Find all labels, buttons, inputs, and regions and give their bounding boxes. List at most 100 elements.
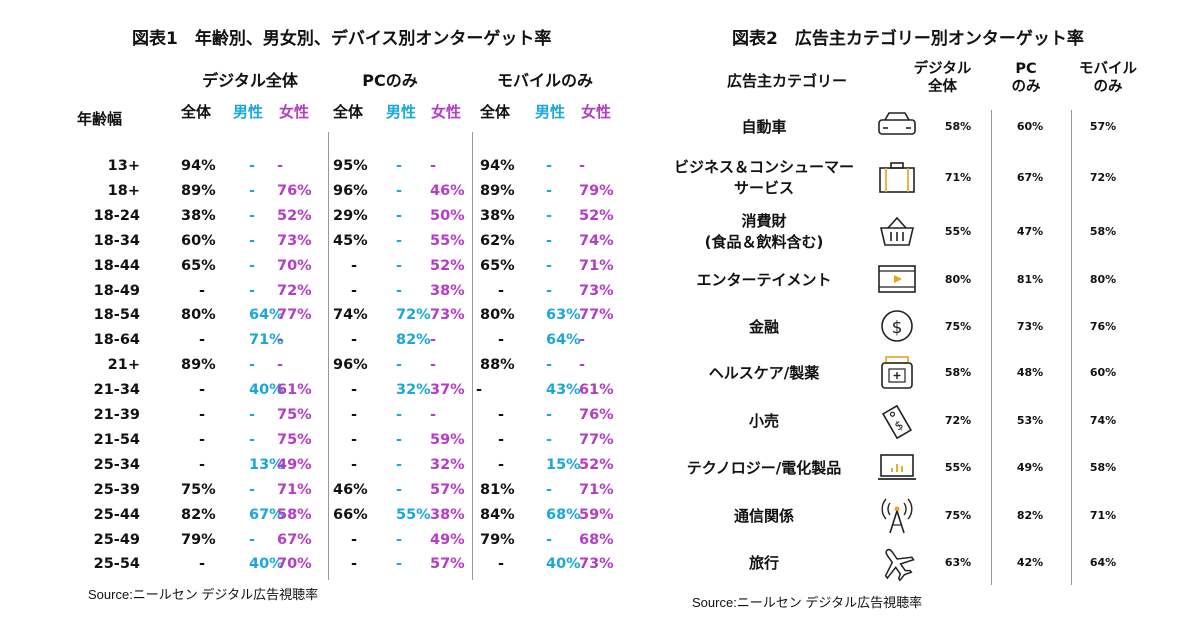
table-cell-mobile-female: 77% (579, 307, 614, 324)
category-label: 旅行 (748, 553, 779, 572)
col-header-digital: デジタル 全体 (913, 61, 972, 95)
table-cell-pc-total: - (351, 531, 358, 548)
category-label: ビジネス＆コンシューマー サービス (673, 158, 854, 197)
table-cell-digital-female: - (277, 332, 284, 349)
age-range-label: 25-49 (93, 531, 140, 548)
table-cell-digital-total: 82% (181, 506, 216, 523)
table-cell-pc-male: - (396, 257, 403, 274)
value-pc: 42% (1016, 556, 1044, 569)
value-mobile: 76% (1089, 320, 1117, 333)
medicine-jar-icon (881, 356, 913, 389)
value-digital: 71% (944, 171, 972, 184)
age-range-label: 21+ (107, 357, 140, 374)
table-cell-digital-male: 40% (249, 556, 284, 573)
table-cell-pc-total: 95% (333, 158, 368, 174)
category-label: 金融 (748, 317, 779, 336)
table-cell-pc-male: - (396, 232, 403, 249)
table-cell-pc-total: - (351, 332, 358, 349)
table-cell-digital-female: 49% (277, 456, 312, 473)
value-mobile: 60% (1089, 366, 1117, 379)
age-range-label: 18-54 (93, 307, 140, 324)
table-cell-pc-male: - (396, 481, 403, 498)
table-cell-digital-male: - (249, 257, 256, 274)
value-pc: 47% (1016, 225, 1044, 238)
chart2-title: 図表2 広告主カテゴリー別オンターゲット率 (732, 29, 1084, 49)
table-cell-pc-female: 57% (430, 481, 465, 498)
table-cell-digital-female: - (277, 158, 284, 174)
table-cell-mobile-male: - (546, 481, 553, 498)
value-pc: 48% (1016, 366, 1044, 379)
value-pc: 49% (1016, 461, 1044, 474)
table-cell-digital-male: 71% (249, 332, 284, 349)
table-cell-mobile-male: 68% (546, 506, 581, 523)
age-range-label: 25-44 (93, 506, 140, 523)
car-icon (878, 112, 916, 135)
value-mobile: 58% (1089, 225, 1117, 238)
subheader-digital-female: 女性 (279, 103, 310, 121)
table-cell-mobile-total: - (498, 431, 505, 448)
table-cell-digital-male: - (249, 282, 256, 299)
age-range-label: 25-54 (93, 556, 140, 573)
category-label: テクノロジー/電化製品 (686, 458, 842, 477)
table-cell-pc-female: 50% (430, 207, 465, 224)
table-cell-digital-female: 75% (277, 431, 312, 448)
divider2-mobile (1071, 110, 1072, 585)
table-cell-digital-female: 61% (277, 382, 312, 399)
value-pc: 53% (1016, 414, 1044, 427)
table-cell-pc-total: 45% (333, 232, 368, 249)
table-cell-pc-male: - (396, 207, 403, 224)
table-cell-pc-female: - (430, 332, 437, 349)
table-cell-mobile-female: 71% (579, 481, 614, 498)
age-range-label: 18-24 (93, 207, 140, 224)
table-cell-digital-total: 38% (181, 207, 216, 224)
table-cell-digital-total: 80% (181, 307, 216, 324)
table-cell-pc-male: 32% (396, 382, 431, 399)
group-header-mobile: モバイルのみ (496, 71, 593, 90)
table-cell-pc-male: - (396, 456, 403, 473)
table-cell-mobile-total: - (498, 556, 505, 573)
table-cell-digital-male: 13% (249, 456, 284, 473)
subheader-pc-male: 男性 (386, 103, 417, 121)
table-cell-mobile-male: - (546, 282, 553, 299)
table-cell-pc-male: - (396, 431, 403, 448)
value-pc: 81% (1016, 273, 1044, 286)
age-range-label: 21-39 (93, 407, 140, 423)
table-cell-pc-female: 55% (430, 232, 465, 249)
age-range-label: 18+ (107, 182, 140, 199)
divider-mobile (472, 132, 473, 580)
table-cell-pc-male: 82% (396, 332, 431, 349)
table-cell-digital-total: - (199, 282, 206, 299)
table-cell-pc-total: - (351, 456, 358, 473)
svg-text:$: $ (892, 417, 906, 433)
table-cell-digital-total: 94% (181, 158, 216, 174)
table-cell-digital-male: 64% (249, 307, 284, 324)
table-cell-mobile-female: 61% (579, 382, 614, 399)
value-mobile: 80% (1089, 273, 1117, 286)
table-cell-pc-total: - (351, 282, 358, 299)
table-cell-digital-male: - (249, 232, 256, 249)
table-cell-digital-female: 71% (277, 481, 312, 498)
table-cell-mobile-male: 64% (546, 332, 581, 349)
table-cell-mobile-total: 80% (480, 307, 515, 324)
table-cell-mobile-female: 71% (579, 257, 614, 274)
age-range-label: 18-44 (93, 257, 140, 274)
table-cell-pc-female: 38% (430, 282, 465, 299)
chart1-title: 図表1 年齢別、男女別、デバイス別オンターゲット率 (132, 29, 552, 49)
table-cell-mobile-female: - (579, 357, 586, 374)
table-cell-pc-female: 57% (430, 556, 465, 573)
table-cell-digital-total: - (199, 456, 206, 473)
table-cell-mobile-male: - (546, 182, 553, 199)
table-cell-digital-total: - (199, 407, 206, 423)
table-cell-pc-total: 96% (333, 357, 368, 374)
table-cell-mobile-female: 59% (579, 506, 614, 523)
category-label: 自動車 (741, 117, 787, 136)
table-cell-pc-total: 46% (333, 481, 368, 498)
table-cell-pc-female: 73% (430, 307, 465, 324)
table-cell-pc-total: - (351, 556, 358, 573)
table-cell-digital-female: 67% (277, 531, 312, 548)
table-cell-digital-female: 70% (277, 257, 312, 274)
table-cell-digital-total: - (199, 431, 206, 448)
table-cell-mobile-total: 94% (480, 158, 515, 174)
age-range-label: 21-54 (93, 431, 140, 448)
table-cell-pc-total: 66% (333, 506, 368, 523)
